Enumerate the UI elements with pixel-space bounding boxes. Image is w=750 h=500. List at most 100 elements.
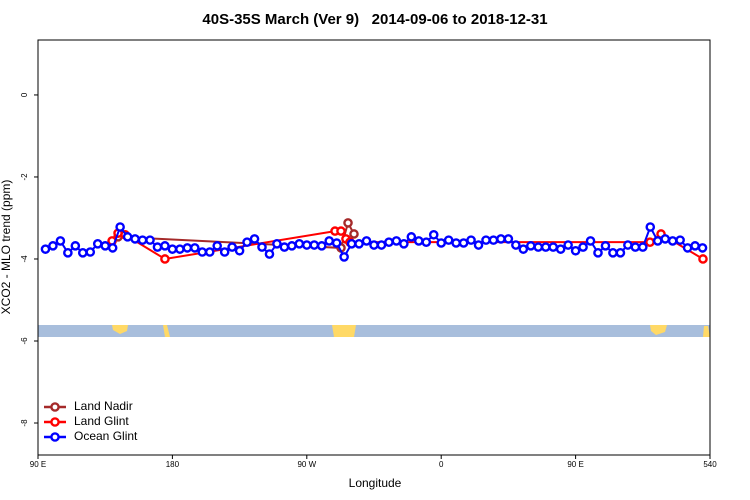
point <box>339 252 349 262</box>
y-tick-label: -8 <box>20 419 29 427</box>
legend-marker <box>50 402 60 412</box>
point <box>279 242 290 252</box>
point <box>336 226 346 236</box>
point <box>167 244 178 254</box>
point <box>182 243 193 253</box>
point <box>682 243 693 253</box>
point <box>638 242 648 252</box>
point <box>623 240 633 250</box>
point <box>324 236 335 246</box>
series <box>40 222 708 262</box>
land-blob <box>163 325 170 337</box>
point <box>399 239 409 249</box>
point <box>518 244 529 254</box>
map-strip <box>38 325 710 337</box>
ocean-strip <box>38 325 710 337</box>
point <box>608 248 618 258</box>
point <box>70 241 81 251</box>
point <box>197 247 208 257</box>
point <box>660 234 671 244</box>
point <box>384 237 394 247</box>
point <box>264 249 275 259</box>
point <box>115 222 125 232</box>
point <box>346 239 357 249</box>
point <box>145 235 155 245</box>
legend-label: Land Glint <box>74 414 129 428</box>
y-tick-label: -6 <box>20 337 29 345</box>
land-blob <box>332 325 356 337</box>
point <box>473 240 484 250</box>
point <box>349 229 359 239</box>
land-blob <box>650 325 667 335</box>
point <box>257 242 267 252</box>
point <box>369 240 379 250</box>
point <box>152 242 163 252</box>
point <box>458 238 469 248</box>
point <box>698 254 708 264</box>
point <box>130 234 140 244</box>
point <box>204 247 215 257</box>
point <box>272 239 282 249</box>
point <box>40 244 51 254</box>
point <box>585 236 596 246</box>
point <box>526 241 536 251</box>
point <box>555 244 566 254</box>
point <box>63 248 73 258</box>
point <box>219 247 230 257</box>
y-axis-label: XCO2 - MLO trend (ppm) <box>0 180 13 315</box>
point <box>540 242 551 252</box>
point <box>301 240 312 250</box>
chart-title: 40S-35S March (Ver 9) 2014-09-06 to 2018… <box>202 11 547 28</box>
point <box>645 237 655 247</box>
point <box>667 236 678 246</box>
point <box>481 235 491 245</box>
point <box>578 242 588 252</box>
x-tick-label: 90 W <box>297 460 316 469</box>
point <box>600 241 611 251</box>
point <box>343 218 353 228</box>
point <box>533 242 544 252</box>
y-tick-label: 0 <box>20 92 29 97</box>
point <box>137 235 148 245</box>
point <box>421 237 432 247</box>
point <box>675 235 685 245</box>
point <box>690 241 700 251</box>
point <box>503 234 514 244</box>
point <box>249 234 260 244</box>
point <box>316 241 327 251</box>
point <box>309 240 320 250</box>
point <box>428 229 439 240</box>
point <box>160 241 170 251</box>
x-tick-label: 90 E <box>567 460 583 469</box>
point <box>593 248 603 258</box>
point <box>287 241 297 251</box>
legend-label: Ocean Glint <box>74 429 138 443</box>
legend-marker <box>50 417 60 427</box>
point <box>436 238 447 248</box>
plot-frame <box>37 39 711 456</box>
point <box>443 235 454 245</box>
point <box>122 232 133 242</box>
point <box>100 241 110 251</box>
point <box>331 238 342 248</box>
point <box>570 245 581 256</box>
point <box>78 248 88 258</box>
point <box>92 239 103 249</box>
land-blob <box>703 326 710 337</box>
point <box>615 248 626 258</box>
point <box>361 236 372 246</box>
x-tick-label: 180 <box>166 460 180 469</box>
point <box>406 232 417 242</box>
x-tick-label: 540 <box>703 460 717 469</box>
y-tick-label: -2 <box>20 173 29 181</box>
legend-label: Land Nadir <box>74 399 133 413</box>
point <box>234 245 245 256</box>
point <box>175 244 185 254</box>
point <box>451 238 461 248</box>
point <box>563 240 573 250</box>
point <box>466 235 476 245</box>
point <box>294 239 305 249</box>
point <box>354 239 364 249</box>
point <box>107 243 118 253</box>
